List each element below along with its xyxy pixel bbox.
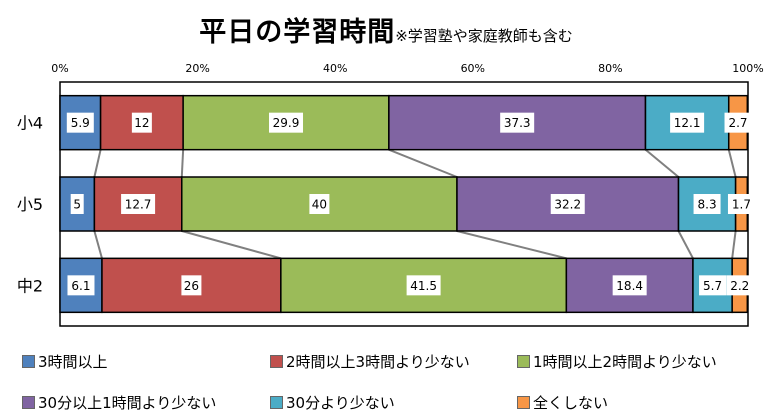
series-connector-line <box>181 230 282 260</box>
x-tick-label: 40% <box>323 62 347 75</box>
data-label: 5.7 <box>703 279 722 293</box>
data-label-box <box>500 112 535 133</box>
category-label: 小4 <box>17 114 43 133</box>
data-label-box <box>269 112 304 133</box>
bar-segment <box>59 94 102 151</box>
x-tick-label: 80% <box>598 62 622 75</box>
data-label-box <box>70 194 84 214</box>
data-label: 12.7 <box>125 198 152 212</box>
data-label: 26 <box>184 279 199 293</box>
data-label: 12.1 <box>674 116 701 130</box>
series-connector-line <box>727 149 737 178</box>
data-label-box <box>121 194 156 214</box>
x-tick-label: 60% <box>461 62 485 75</box>
data-label: 37.3 <box>504 116 531 130</box>
series-connector-line <box>180 149 185 178</box>
data-label: 8.3 <box>698 198 717 212</box>
series-connector-line <box>677 230 694 259</box>
series-connector-line <box>93 230 103 259</box>
data-label: 6.1 <box>71 279 90 293</box>
data-label-box <box>724 112 752 133</box>
data-label: 12 <box>134 116 149 130</box>
data-label: 2.2 <box>730 279 749 293</box>
series-connector-line <box>731 230 737 259</box>
data-label-box <box>693 194 721 214</box>
chart-title: 平日の学習時間※学習塾や家庭教師も含む <box>0 10 772 49</box>
x-tick-label: 20% <box>185 62 209 75</box>
series-connector-line <box>456 230 567 260</box>
data-label: 5 <box>73 198 81 212</box>
series-connector-line <box>388 148 458 178</box>
data-label-box <box>131 112 152 133</box>
series-connector-line <box>644 148 680 178</box>
data-label-box <box>670 112 705 133</box>
data-label-box <box>66 112 94 133</box>
series-connector-line <box>93 149 102 178</box>
data-label-box <box>181 275 202 296</box>
x-tick-label: 0% <box>51 62 68 75</box>
category-label: 小5 <box>17 195 43 214</box>
data-label: 18.4 <box>616 279 643 293</box>
data-label-box <box>727 194 755 214</box>
data-label-box <box>309 194 330 214</box>
data-label-box <box>406 275 441 296</box>
data-label: 32.2 <box>554 198 581 212</box>
data-label-box <box>699 275 727 296</box>
data-label-box <box>67 275 95 296</box>
data-label: 1.7 <box>732 198 751 212</box>
chart-title-main: 平日の学習時間 <box>199 17 396 48</box>
data-label-box <box>726 275 754 296</box>
data-label: 40 <box>312 198 327 212</box>
chart-subtitle: ※学習塾や家庭教師も含む <box>395 27 573 45</box>
data-label: 41.5 <box>410 279 437 293</box>
data-label: 2.7 <box>728 116 747 130</box>
x-tick-label: 100% <box>732 62 763 75</box>
data-label: 29.9 <box>273 116 300 130</box>
category-label: 中2 <box>17 276 43 295</box>
data-label-box <box>612 275 647 296</box>
data-label: 5.9 <box>71 116 90 130</box>
data-label-box <box>550 194 585 214</box>
